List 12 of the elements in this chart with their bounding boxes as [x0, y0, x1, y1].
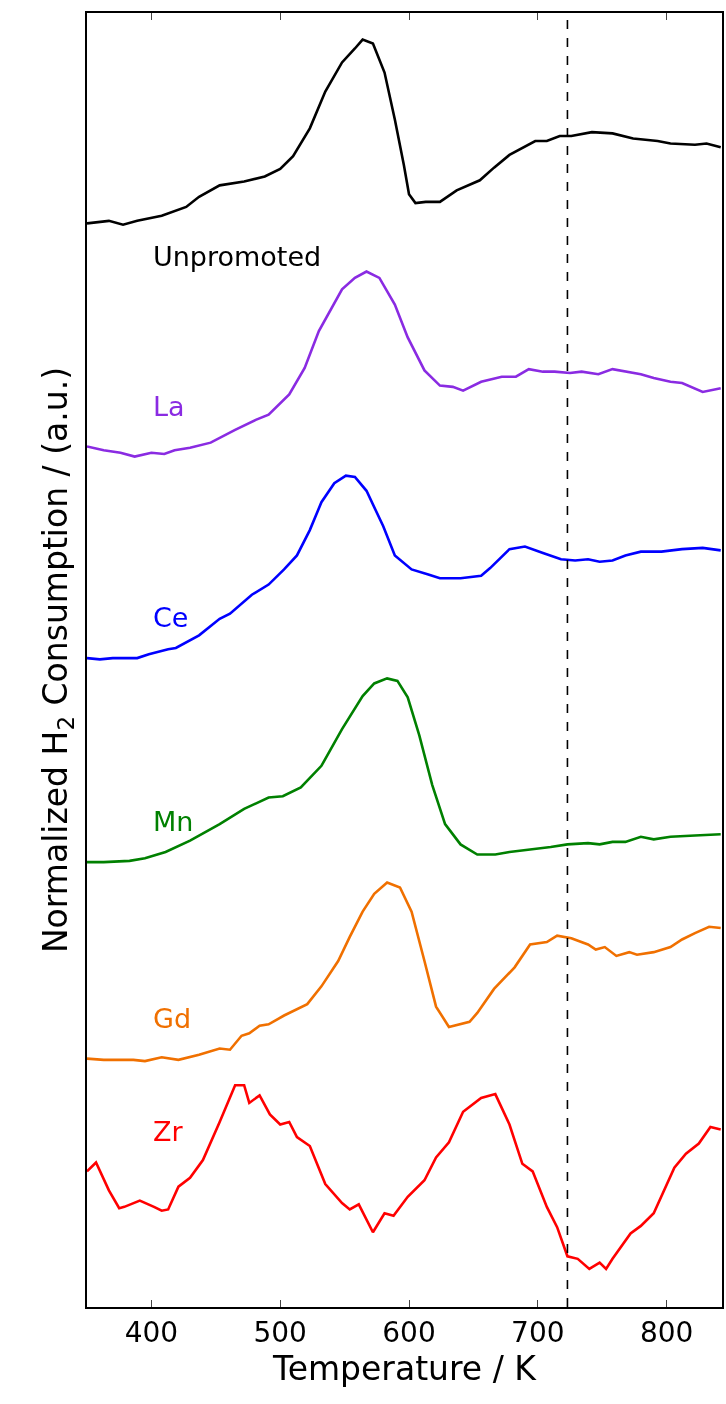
series-label: Mn: [153, 806, 194, 837]
x-tick-label: 600: [382, 1316, 436, 1350]
x-tick-label: 700: [511, 1316, 565, 1350]
series-label: Zr: [153, 1116, 184, 1147]
x-tick-label: 800: [639, 1316, 694, 1350]
series-label: Unpromoted: [153, 241, 322, 272]
series-label: Ce: [153, 602, 189, 633]
x-tick-label: 400: [124, 1316, 179, 1350]
x-tick-label: 500: [253, 1316, 307, 1350]
x-axis-title: Temperature / K: [272, 1349, 538, 1389]
series-label: La: [153, 391, 185, 422]
series-label: Gd: [153, 1003, 192, 1034]
